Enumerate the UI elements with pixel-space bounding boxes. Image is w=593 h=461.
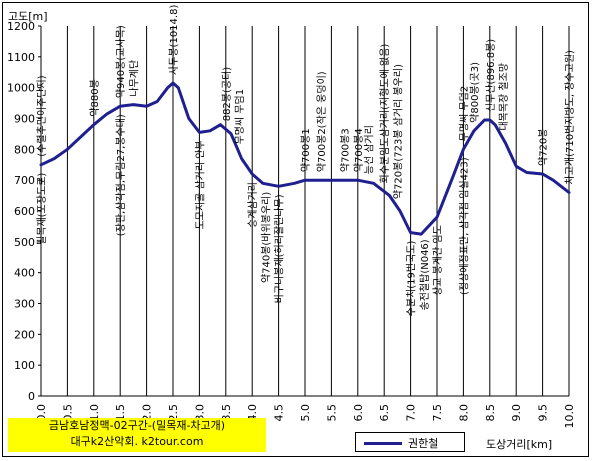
annotation-label: 약800봉(곳3) (469, 62, 481, 123)
annotation-label: 능선 삼거리 (363, 125, 375, 174)
annotation-label: 약940봉(교사목) (115, 25, 127, 98)
annotation-label: 밀목재(포장도로) (36, 173, 48, 245)
annotation-label: 수분치(19번국도) (406, 240, 418, 316)
y-tick-label: 400 (14, 267, 35, 280)
annotation-label: 882봉(공터) (221, 67, 233, 122)
x-tick-label: 9.5 (537, 404, 550, 422)
annotation-label: 대목목장 철조망 (498, 63, 510, 131)
x-tick-label: 2.5 (167, 404, 180, 422)
x-axis-label: 도상거리[km] (486, 438, 553, 451)
tick-labels: 0 100 200 300 400 500 600 700 800 900 1000 1100 1200… (7, 20, 576, 429)
annotations: 밀목재(포장도로) (수렬추민이주단지) 약880봉 약940봉(교사목) 나무계단 (장… (35, 5, 576, 317)
annotation-label: 무명씨 무덤2 (458, 86, 470, 142)
chart-frame (2, 2, 589, 457)
y-tick-label: 200 (14, 328, 35, 341)
x-tick-label: 0.0 (35, 404, 48, 422)
legend-swatch (364, 442, 402, 445)
annotation-label: 약700봉1 (300, 128, 312, 172)
x-tick-label: 10.0 (563, 404, 576, 429)
x-tick-label: 0.5 (61, 404, 74, 422)
x-tick-label: 1.0 (88, 404, 101, 422)
annotation-label: 도모지골 삼거리 안부 (194, 140, 206, 229)
x-tick-label: 8.0 (457, 404, 470, 422)
annotation-label: 사두봉(1014.8) (168, 5, 180, 75)
y-tick-label: 100 (14, 359, 35, 372)
chart-subtitle: 대구k2산악회. k2tour.com (70, 435, 204, 448)
annotation-label: 비구니봉재(허리잘린나무) (274, 194, 286, 303)
y-tick-label: 500 (14, 236, 35, 249)
y-tick-label: 900 (14, 113, 35, 126)
annotation-label: (수렬추민이주단지) (35, 75, 48, 157)
annotation-label: 신무산(896.8봉) (485, 39, 497, 112)
annotation-label: 승계삼거리 (247, 182, 259, 228)
x-tick-label: 6.0 (352, 404, 365, 422)
x-tick-label: 1.5 (114, 404, 127, 422)
x-tick-label: 9.0 (510, 404, 523, 422)
series-line (39, 81, 571, 236)
y-tick-label: 800 (14, 143, 35, 156)
y-tick-label: 1100 (7, 51, 35, 64)
y-tick-label: 700 (14, 174, 35, 187)
annotation-label: 약880봉 (89, 79, 101, 117)
x-tick-label: 6.5 (378, 404, 391, 422)
annotation-label: 약700봉4 (353, 128, 365, 172)
y-tick-label: 0 (28, 390, 35, 403)
x-tick-label: 7.0 (405, 404, 418, 422)
y-tick-label: 600 (14, 205, 35, 218)
x-tick-label: 4.5 (273, 404, 286, 422)
annotation-label: 나무계단 (128, 60, 140, 97)
y-tick-label: 300 (14, 298, 35, 311)
annotation-label: 약700봉2(작은 웅덩이) (316, 71, 328, 172)
annotation-label: 약740봉(바위봉우리) (259, 192, 272, 283)
annotation-label: 회수분임도삼거리(지형도에 없음) (378, 44, 391, 184)
annotation-label: 상교 봉계간 임도 (431, 225, 444, 296)
y-axis-label: 고도[m] (8, 10, 48, 23)
legend-label: 권한철 (408, 437, 439, 450)
chart-title-box: 금남호남정맥-02구간-(밀목재-차고개) 대구k2산악회. k2tour.co… (8, 418, 266, 452)
y-tick-label: 1200 (7, 20, 35, 33)
annotation-label: 차고개(710번지방도, 장수고원) (564, 50, 576, 185)
annotation-label: 약720봉 (538, 129, 550, 167)
y-tick-label: 1000 (7, 82, 35, 95)
legend: 권한철 (355, 432, 465, 452)
annotation-label: (정상에정표만, 삼각점 임실423) (457, 157, 470, 295)
annotation-label: 송전철탑(N046) (419, 239, 431, 310)
annotation-label: 무명씨 무덤1 (234, 89, 246, 145)
annotation-label: (장판,삼각점,무림27,봉수대) (115, 114, 127, 236)
x-tick-label: 8.5 (484, 404, 497, 422)
x-tick-label: 3.0 (193, 404, 206, 422)
annotation-label: 약700봉3 (340, 128, 352, 172)
x-tick-label: 5.5 (325, 404, 338, 422)
x-tick-label: 2.0 (141, 404, 154, 422)
annotation-label: 약720봉(723봉 삼거리 봉우리) (392, 64, 404, 199)
series-lines (39, 81, 571, 236)
x-tick-label: 3.5 (220, 404, 233, 422)
grid-lines (40, 26, 570, 396)
chart-title: 금남호남정맥-02구간-(밀목재-차고개) (48, 419, 226, 432)
x-tick-label: 7.5 (431, 404, 444, 422)
x-tick-label: 5.0 (299, 404, 312, 422)
x-tick-label: 4.0 (246, 404, 259, 422)
